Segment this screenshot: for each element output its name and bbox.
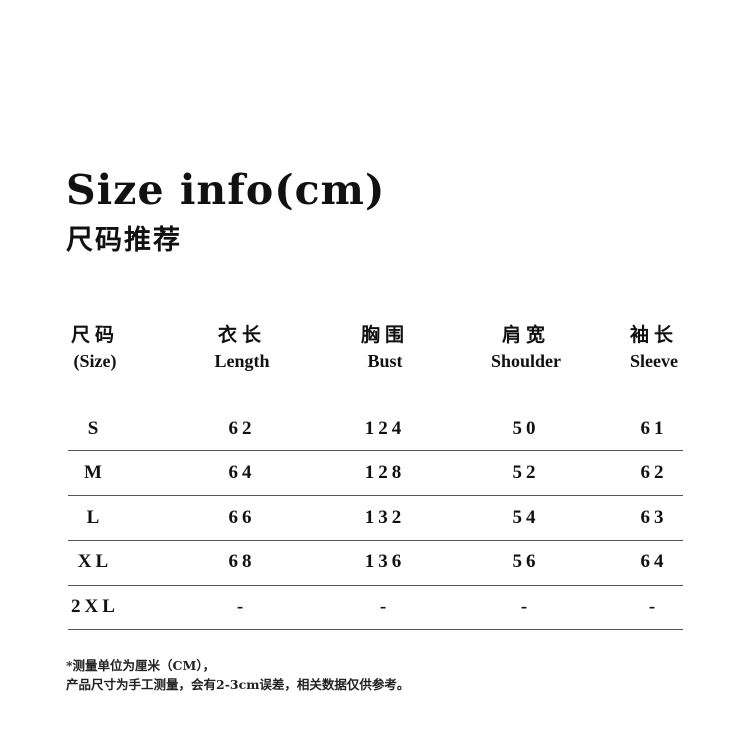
cell-sleeve: 63 [640,507,668,528]
row-divider [68,629,683,630]
note-unit: *测量单位为厘米（CM）， [66,658,216,673]
header-en: Sleeve [630,351,678,371]
header-en: Length [214,351,270,371]
cell-size: 2XL [71,596,119,617]
column-header-sleeve: 袖长 Sleeve [584,322,724,374]
cell-length: - [236,596,248,617]
cell-sleeve: - [648,596,660,617]
row-divider [68,495,683,496]
cell-shoulder: 52 [512,462,540,483]
cell-bust: 128 [364,462,406,483]
page-subtitle: 尺码推荐 [66,225,182,256]
cell-size: S [87,418,103,439]
cell-length: 68 [228,551,256,572]
note-disclaimer: 产品尺寸为手工测量，会有2-3cm误差，相关数据仅供参考。 [66,677,410,692]
cell-sleeve: 61 [640,418,668,439]
header-en: Bust [367,351,403,371]
cell-shoulder: 56 [512,551,540,572]
header-en: (Size) [73,351,117,371]
header-zh: 尺码 [70,324,119,346]
cell-bust: 132 [364,507,406,528]
cell-size: M [84,462,106,483]
cell-sleeve: 64 [640,551,668,572]
cell-bust: 136 [364,551,406,572]
column-header-shoulder: 肩宽 Shoulder [456,322,596,374]
header-zh: 胸围 [360,324,409,346]
row-divider [68,585,683,586]
cell-bust: - [379,596,391,617]
header-zh: 衣长 [217,324,266,346]
column-header-bust: 胸围 Bust [315,322,455,374]
header-zh: 袖长 [629,324,678,346]
cell-length: 64 [228,462,256,483]
cell-size: XL [77,551,113,572]
cell-shoulder: 54 [512,507,540,528]
cell-shoulder: 50 [512,418,540,439]
cell-bust: 124 [364,418,406,439]
column-header-size: 尺码 (Size) [25,322,165,374]
row-divider [68,450,683,451]
cell-size: L [86,507,104,528]
header-en: Shoulder [490,351,562,371]
cell-shoulder: - [520,596,532,617]
cell-sleeve: 62 [640,462,668,483]
header-zh: 肩宽 [501,324,550,346]
column-header-length: 衣长 Length [172,322,312,374]
page-title: Size info(cm) [66,166,386,214]
cell-length: 66 [228,507,256,528]
row-divider [68,540,683,541]
cell-length: 62 [228,418,256,439]
